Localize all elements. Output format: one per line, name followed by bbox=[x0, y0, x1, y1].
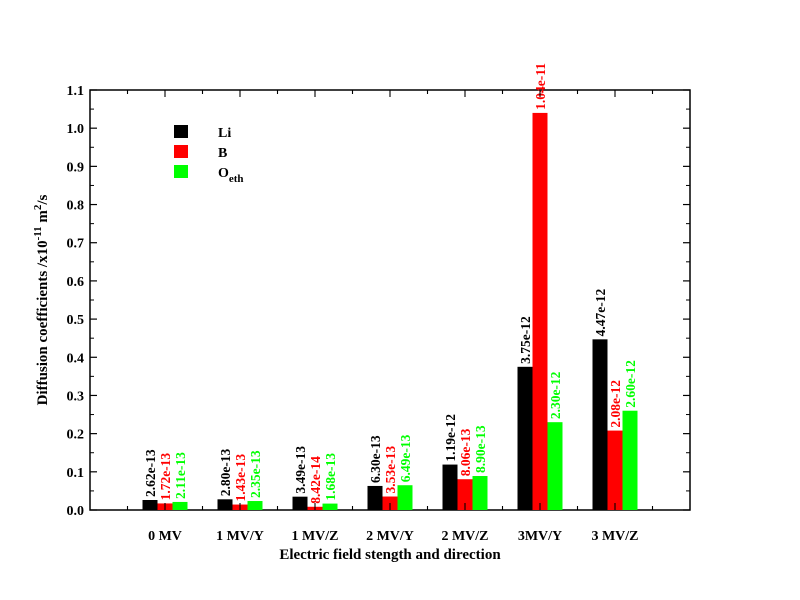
y-tick-label: 0.8 bbox=[67, 199, 85, 214]
bar-li-4 bbox=[442, 464, 458, 510]
bar-data-label: 3.75e-12 bbox=[518, 316, 533, 364]
bar-li-5 bbox=[517, 366, 533, 510]
y-axis: 0.0 0.1 0.2 0.3 0.4 0.5 0.6 0.7 0.8 0.9 1.0 1.1 bbox=[67, 84, 690, 519]
legend-swatch bbox=[174, 145, 188, 158]
bar-li-0 bbox=[142, 499, 158, 510]
x-category-label: 2 MV/Y bbox=[366, 529, 414, 544]
bar-data-label: 2.08e-12 bbox=[608, 380, 623, 428]
y-tick-label: 1.1 bbox=[67, 84, 85, 99]
x-category-label: 2 MV/Z bbox=[441, 529, 488, 544]
bar-data-label: 2.35e-13 bbox=[248, 450, 263, 498]
bar-data-label: 4.47e-12 bbox=[593, 288, 608, 336]
y-axis-title: Diffusion coefficients /x10-11 m2/s bbox=[32, 194, 51, 405]
legend-label-text: B bbox=[218, 146, 227, 161]
legend-label: Li bbox=[218, 126, 231, 141]
bar-data-label: 8.42e-14 bbox=[308, 456, 323, 504]
bar-data-label: 6.30e-13 bbox=[368, 435, 383, 483]
bar-data-label: 1.43e-13 bbox=[233, 454, 248, 502]
y-axis-title-unit-tail: /s bbox=[35, 194, 51, 205]
bar-data-label: 2.60e-12 bbox=[623, 360, 638, 408]
bar-b-4 bbox=[457, 479, 473, 510]
bar-data-label: 1.04e-11 bbox=[533, 63, 548, 110]
bar-oeth-5 bbox=[547, 422, 563, 510]
bar-oeth-0 bbox=[172, 501, 188, 510]
y-axis-title-exponent: -11 bbox=[32, 226, 44, 240]
bars bbox=[142, 112, 638, 510]
y-tick-label: 1.0 bbox=[67, 122, 85, 137]
bar-oeth-6 bbox=[622, 410, 638, 510]
bar-data-label: 8.06e-13 bbox=[458, 428, 473, 476]
bar-data-label: 6.49e-13 bbox=[398, 434, 413, 482]
y-tick-label: 0.4 bbox=[67, 351, 85, 366]
bar-li-3 bbox=[367, 485, 383, 510]
legend-swatch bbox=[174, 125, 188, 138]
bar-li-2 bbox=[292, 496, 308, 510]
y-tick-label: 0.9 bbox=[67, 160, 85, 175]
x-category-label: 1 MV/Z bbox=[291, 529, 338, 544]
bar-data-label: 1.68e-13 bbox=[323, 453, 338, 501]
legend-label: Oeth bbox=[218, 166, 244, 185]
y-tick-label: 0.6 bbox=[67, 275, 85, 290]
bar-data-label: 1.19e-12 bbox=[443, 414, 458, 462]
x-category-label: 1 MV/Y bbox=[216, 529, 264, 544]
y-axis-title-unit: m bbox=[35, 210, 51, 227]
bar-li-6 bbox=[592, 339, 608, 510]
y-tick-label: 0.5 bbox=[67, 313, 85, 328]
bar-oeth-1 bbox=[247, 501, 263, 510]
bar-data-label: 3.53e-13 bbox=[383, 446, 398, 494]
x-category-label: 3MV/Y bbox=[518, 529, 562, 544]
bar-data-label: 2.11e-13 bbox=[173, 452, 188, 499]
y-axis-title-main: Diffusion coefficients /x10 bbox=[35, 240, 51, 405]
y-tick-label: 0.2 bbox=[67, 428, 85, 443]
bar-b-6 bbox=[607, 430, 623, 510]
legend-label-text: Li bbox=[218, 126, 231, 141]
x-category-label: 0 MV bbox=[148, 529, 182, 544]
bar-data-label: 1.72e-13 bbox=[158, 453, 173, 501]
bar-data-label: 2.30e-12 bbox=[548, 371, 563, 419]
x-category-label: 3 MV/Z bbox=[591, 529, 638, 544]
y-axis-title-unit-exponent: 2 bbox=[32, 204, 44, 210]
bar-oeth-2 bbox=[322, 503, 338, 510]
bar-oeth-4 bbox=[472, 476, 488, 510]
bar-li-1 bbox=[217, 499, 233, 510]
y-tick-label: 0.7 bbox=[67, 237, 85, 252]
bar-data-label: 2.80e-13 bbox=[218, 448, 233, 496]
y-tick-label: 0.1 bbox=[67, 466, 85, 481]
legend-label: B bbox=[218, 146, 227, 161]
bar-data-label: 2.62e-13 bbox=[143, 449, 158, 497]
y-tick-label: 0.3 bbox=[67, 389, 85, 404]
bar-b-5 bbox=[532, 112, 548, 510]
bar-data-label: 3.49e-13 bbox=[293, 446, 308, 494]
bar-data-label: 8.90e-13 bbox=[473, 425, 488, 473]
y-tick-label: 0.0 bbox=[67, 504, 85, 519]
bar-labels: 2.62e-13 1.72e-13 2.11e-13 2.80e-13 1.43e-13… bbox=[143, 63, 638, 504]
legend-label-text: O bbox=[218, 166, 229, 181]
legend-label-subscript: eth bbox=[229, 173, 244, 185]
x-axis-title: Electric field stength and direction bbox=[279, 547, 501, 563]
x-axis: 0 MV 1 MV/Y 1 MV/Z 2 MV/Y 2 MV/Z 3MV/Y 3 MV/Z bbox=[126, 90, 654, 544]
legend-swatch bbox=[174, 165, 188, 178]
bar-oeth-3 bbox=[397, 485, 413, 510]
